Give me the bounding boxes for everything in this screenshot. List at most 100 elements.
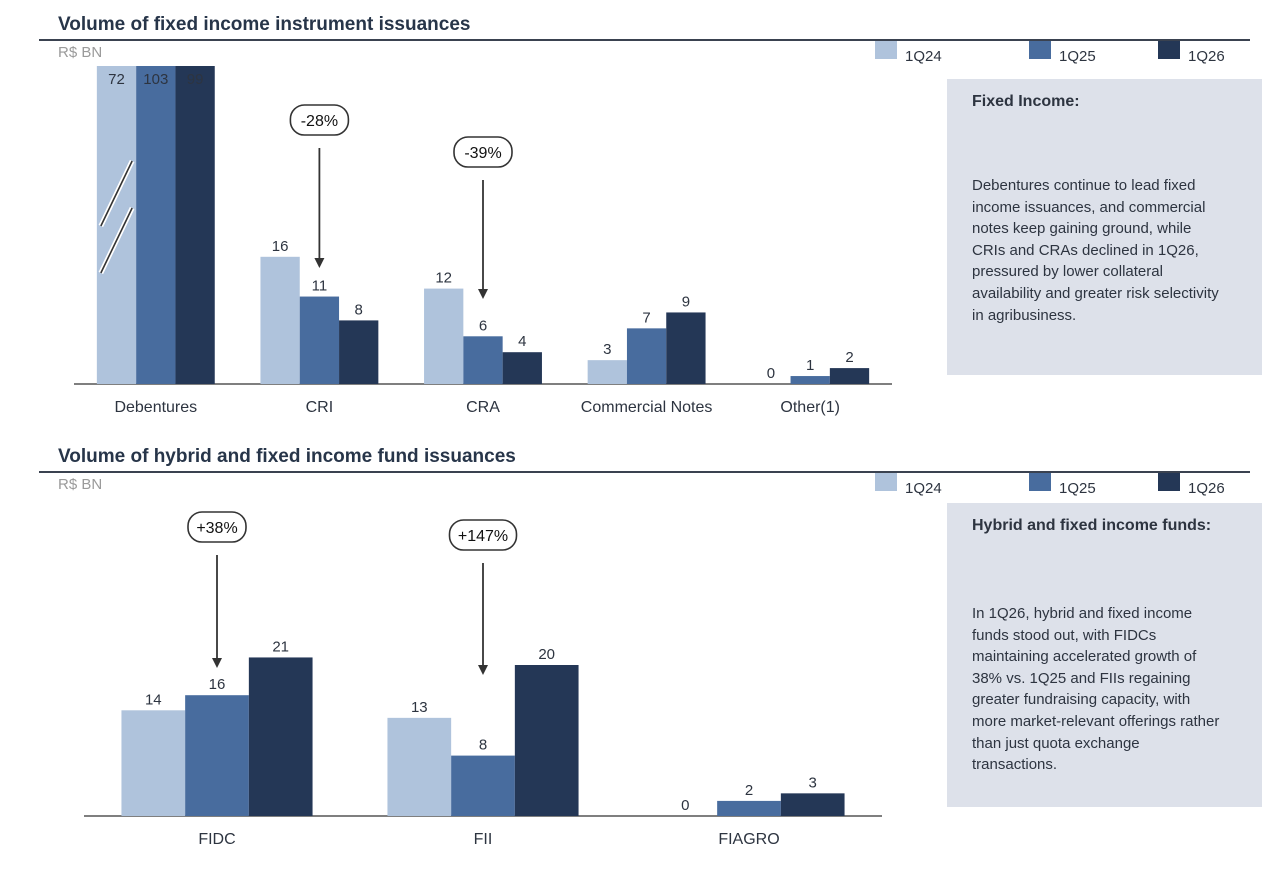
- bar-cra-1q25: [463, 336, 503, 384]
- legend-label-1q24: 1Q24: [905, 48, 942, 65]
- legend-item-1q26: 1Q26: [1158, 41, 1225, 65]
- annotation-arrowhead-cra: [478, 289, 488, 299]
- legend-item-1q24: 1Q24: [875, 473, 942, 497]
- category-label-fiagro: FIAGRO: [718, 831, 779, 848]
- data-label-cra-1q25: 6: [479, 317, 487, 334]
- bar-fiagro-1q25: [717, 800, 781, 816]
- bar-debentures-1q26: [175, 66, 215, 384]
- data-label-fidc-1q25: 16: [209, 676, 226, 693]
- data-label-fii-1q26: 20: [538, 646, 555, 663]
- annotation-label-cri: -28%: [301, 113, 338, 130]
- data-label-cri-1q24: 16: [272, 238, 289, 255]
- legend-label-1q25: 1Q25: [1059, 48, 1096, 65]
- legend-swatch-1q24: [875, 41, 897, 59]
- chart2-title-rule: [39, 471, 1250, 473]
- data-label-fidc-1q24: 14: [145, 691, 162, 708]
- panel1-text: Debentures continue to lead fixed income…: [972, 177, 1219, 324]
- bar-fidc-1q26: [248, 657, 313, 816]
- chart1-unit-label: R$ BN: [58, 44, 103, 61]
- category-label-fidc: FIDC: [198, 831, 235, 848]
- bar-commercial-notes-1q24: [587, 360, 627, 384]
- category-label-other-1: Other(1): [780, 399, 840, 416]
- bar-commercial-notes-1q25: [626, 328, 667, 384]
- bar-fidc-1q24: [121, 710, 186, 816]
- annotation-badge-cri: [289, 104, 350, 136]
- annotation-label-fii: +147%: [458, 528, 508, 545]
- bar-fii-1q24: [387, 717, 452, 816]
- legend-swatch-1q24: [875, 473, 897, 491]
- data-label-other-1-1q24: 0: [767, 365, 775, 382]
- bar-other-1-1q25: [790, 376, 830, 384]
- data-label-cri-1q25: 11: [312, 278, 328, 295]
- annotation-badge-cra: [453, 136, 513, 168]
- category-label-fii: FII: [474, 831, 493, 848]
- bar-other-1-1q26: [829, 368, 870, 384]
- data-label-other-1-1q25: 1: [806, 357, 814, 374]
- annotation-badge-fidc: [187, 511, 247, 543]
- legend-label-1q24: 1Q24: [905, 480, 942, 497]
- bar-fidc-1q25: [185, 695, 249, 816]
- bar-cri-1q26: [339, 320, 379, 384]
- annotation-arrowhead-cri: [314, 258, 325, 268]
- data-label-debentures-1q24: 72: [108, 71, 125, 88]
- bar-cri-1q25: [299, 296, 340, 384]
- legend-item-1q24: 1Q24: [875, 41, 942, 65]
- annotation-badge-fii: [448, 519, 518, 551]
- chart2-title: Volume of hybrid and fixed income fund i…: [58, 446, 516, 467]
- funds-commentary-panel: Hybrid and fixed income funds: In 1Q26, …: [947, 503, 1262, 807]
- data-label-fiagro-1q24: 0: [681, 797, 689, 814]
- legend-swatch-1q26: [1158, 41, 1180, 59]
- panel2-text: In 1Q26, hybrid and fixed income funds s…: [972, 605, 1220, 774]
- panel2-title: Hybrid and fixed income funds:: [972, 517, 1212, 534]
- data-label-debentures-1q25: 103: [143, 71, 168, 88]
- data-label-fidc-1q26: 21: [272, 638, 289, 655]
- category-label-debentures: Debentures: [114, 399, 197, 416]
- fixed-income-bar-chart: 72 103 99Debentures16118CRI1264CRA379Comme…: [74, 66, 892, 416]
- category-label-cri: CRI: [306, 399, 334, 416]
- bar-commercial-notes-1q26: [666, 312, 706, 384]
- bar-cri-1q24: [260, 256, 300, 384]
- category-label-commercial-notes: Commercial Notes: [581, 399, 713, 416]
- funds-bar-chart: 14 16 21 FIDC 13 8 20 FII 0 2 3 FIAGRO +38% +147%: [84, 511, 882, 848]
- bar-fii-1q25: [451, 755, 515, 816]
- axis-break-mark-0: [100, 160, 133, 227]
- chart2-legend: 1Q24 1Q25 1Q26: [875, 473, 1255, 505]
- annotation-arrowhead-fidc: [212, 658, 222, 668]
- annotation-label-fidc: +38%: [196, 520, 237, 537]
- data-label-commercial-notes-1q26: 9: [682, 293, 690, 310]
- data-label-fii-1q25: 8: [479, 737, 487, 754]
- legend-swatch-1q26: [1158, 473, 1180, 491]
- legend-label-1q26: 1Q26: [1188, 48, 1225, 65]
- data-label-commercial-notes-1q25: 7: [642, 309, 650, 326]
- chart2-unit-label: R$ BN: [58, 476, 103, 493]
- legend-item-1q26: 1Q26: [1158, 473, 1225, 497]
- data-label-cra-1q26: 4: [518, 333, 526, 350]
- axis-break-mark-1: [100, 207, 133, 274]
- legend-swatch-1q25: [1029, 41, 1051, 59]
- data-label-fiagro-1q25: 2: [745, 782, 753, 799]
- bar-debentures-1q25: [136, 66, 176, 384]
- data-label-fiagro-1q26: 3: [809, 774, 817, 791]
- fixed-income-commentary-panel: Fixed Income: Debentures continue to lea…: [947, 79, 1262, 375]
- annotation-label-cra: -39%: [464, 145, 501, 162]
- bar-fiagro-1q26: [780, 793, 845, 816]
- legend-label-1q26: 1Q26: [1188, 480, 1225, 497]
- data-label-commercial-notes-1q24: 3: [603, 341, 611, 358]
- panel1-title: Fixed Income:: [972, 93, 1080, 110]
- legend-swatch-1q25: [1029, 473, 1051, 491]
- bar-cra-1q24: [424, 288, 464, 384]
- data-label-cra-1q24: 12: [435, 270, 452, 287]
- data-label-debentures-1q26: 99: [187, 71, 204, 88]
- legend-item-1q25: 1Q25: [1029, 473, 1096, 497]
- chart1-title-rule: [39, 39, 1250, 41]
- legend-item-1q25: 1Q25: [1029, 41, 1096, 65]
- legend-label-1q25: 1Q25: [1059, 480, 1096, 497]
- annotation-arrowhead-fii: [478, 665, 488, 675]
- data-label-other-1-1q26: 2: [845, 349, 853, 366]
- bar-cra-1q26: [502, 352, 542, 384]
- bar-fii-1q26: [514, 665, 579, 816]
- chart1-title: Volume of fixed income instrument issuan…: [58, 14, 471, 35]
- data-label-fii-1q24: 13: [411, 699, 428, 716]
- data-label-cri-1q26: 8: [355, 301, 363, 318]
- chart1-legend: 1Q24 1Q25 1Q26: [875, 41, 1255, 73]
